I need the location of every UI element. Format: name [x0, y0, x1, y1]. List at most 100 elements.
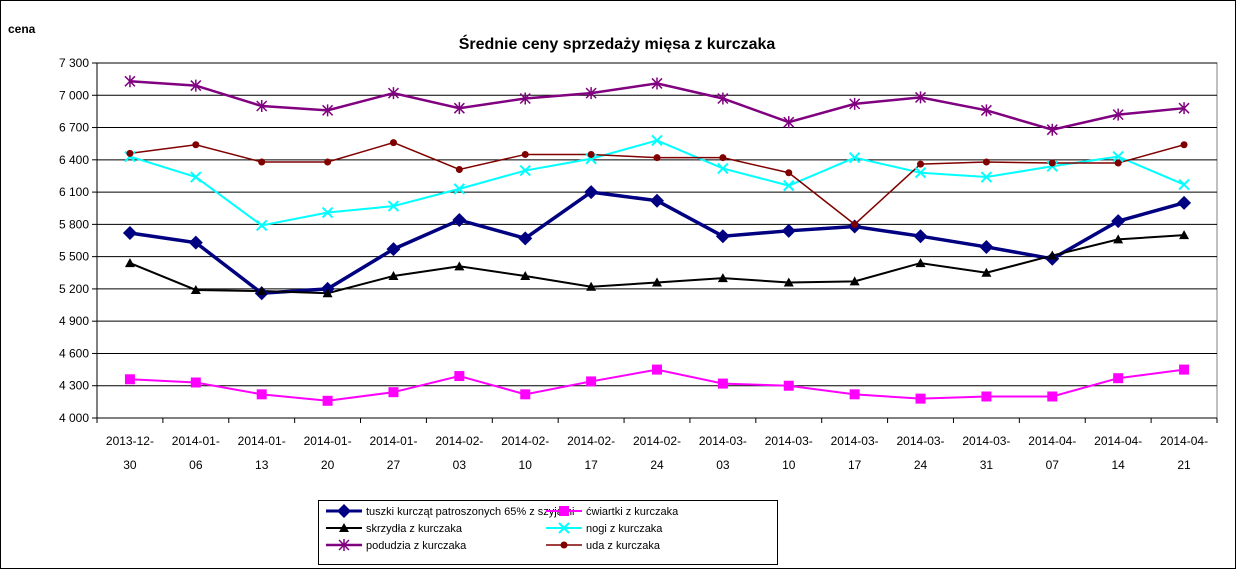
marker: [981, 267, 992, 277]
marker: [321, 206, 334, 219]
x-tick-label: 2014-04-07: [1028, 434, 1076, 472]
marker: [190, 171, 202, 183]
y-tick-label: 6 700: [59, 121, 89, 135]
marker: [1180, 141, 1188, 149]
marker: [192, 141, 200, 149]
x-tick-label: 2014-03-31: [962, 434, 1010, 472]
marker: [124, 374, 135, 385]
legend-label: nogi z kurczaka: [586, 523, 663, 535]
marker: [650, 193, 664, 208]
y-tick-label: 5 500: [59, 250, 89, 264]
marker: [256, 286, 267, 296]
marker: [388, 271, 399, 280]
legend-label: skrzydła z kurczaka: [366, 523, 463, 535]
legend-label: ćwiartki z kurczaka: [586, 506, 679, 518]
marker: [454, 261, 465, 271]
x-tick-label: 2014-03-03: [699, 434, 747, 472]
marker: [651, 134, 663, 147]
marker: [783, 116, 795, 129]
marker: [389, 139, 397, 147]
marker: [388, 387, 399, 398]
marker: [255, 219, 268, 232]
marker: [338, 539, 350, 551]
marker: [914, 91, 927, 104]
marker: [783, 380, 794, 391]
marker: [785, 169, 793, 177]
marker: [124, 75, 136, 88]
x-tick-label: 2014-04-14: [1094, 434, 1142, 472]
marker: [979, 239, 994, 254]
marker: [1114, 159, 1122, 167]
marker: [190, 79, 202, 92]
y-tick-label: 4 900: [59, 314, 89, 328]
marker: [651, 77, 663, 90]
legend-label: tuszki kurcząt patroszonych 65% z szyjam…: [366, 506, 574, 518]
x-tick-label: 2014-03-24: [897, 434, 945, 472]
marker: [781, 223, 796, 238]
marker: [519, 164, 531, 177]
marker: [584, 185, 599, 200]
marker: [849, 389, 860, 400]
marker: [981, 391, 992, 402]
marker: [917, 160, 925, 168]
marker: [1179, 364, 1190, 375]
legend-label: uda z kurczaka: [586, 540, 661, 552]
marker: [455, 166, 463, 173]
marker: [124, 258, 135, 268]
marker: [915, 393, 926, 404]
y-tick-label: 6 100: [59, 185, 89, 199]
x-tick-label: 2014-04-21: [1160, 434, 1208, 472]
marker: [322, 395, 333, 406]
chart-title: Średnie ceny sprzedaży mięsa z kurczaka: [459, 34, 776, 53]
marker: [783, 277, 794, 287]
marker: [322, 288, 333, 298]
marker: [190, 377, 201, 388]
marker: [126, 149, 134, 157]
x-tick-label: 2013-12-30: [106, 434, 154, 472]
marker: [1113, 234, 1124, 244]
marker: [122, 225, 137, 240]
x-tick-label: 2014-01-27: [369, 434, 417, 472]
x-tick-label: 2014-03-10: [765, 434, 813, 472]
x-tick-label: 2014-03-17: [831, 434, 879, 472]
marker: [520, 271, 531, 280]
x-tick-label: 2014-01-13: [238, 434, 286, 472]
marker: [520, 389, 531, 400]
marker: [1111, 214, 1126, 229]
marker: [586, 281, 597, 291]
marker: [719, 154, 727, 162]
marker: [1178, 178, 1190, 191]
marker: [1112, 150, 1124, 163]
marker: [258, 158, 266, 166]
marker: [1113, 373, 1124, 384]
legend-label: podudzia z kurczaka: [366, 540, 467, 552]
y-tick-label: 5 200: [59, 282, 89, 296]
y-tick-label: 7 300: [59, 56, 89, 70]
marker: [560, 541, 568, 549]
marker: [715, 229, 730, 244]
marker: [982, 158, 990, 166]
marker: [585, 87, 597, 100]
marker: [453, 183, 466, 195]
marker: [783, 179, 795, 192]
marker: [980, 104, 992, 117]
x-tick-label: 2014-02-17: [567, 434, 615, 472]
marker: [717, 92, 729, 105]
y-tick-label: 6 400: [59, 153, 89, 167]
marker: [1178, 102, 1190, 115]
marker: [322, 104, 334, 117]
y-tick-label: 4 000: [59, 411, 89, 425]
marker: [652, 364, 662, 375]
x-tick-label: 2014-01-06: [172, 434, 220, 472]
marker: [1177, 195, 1192, 210]
marker: [337, 504, 351, 518]
marker: [339, 523, 349, 532]
marker: [387, 87, 400, 100]
marker: [914, 167, 927, 179]
marker: [518, 231, 533, 246]
x-tick-label: 2014-02-24: [633, 434, 681, 472]
x-tick-label: 2014-02-03: [435, 434, 483, 472]
marker: [1046, 123, 1058, 136]
marker: [849, 276, 860, 286]
